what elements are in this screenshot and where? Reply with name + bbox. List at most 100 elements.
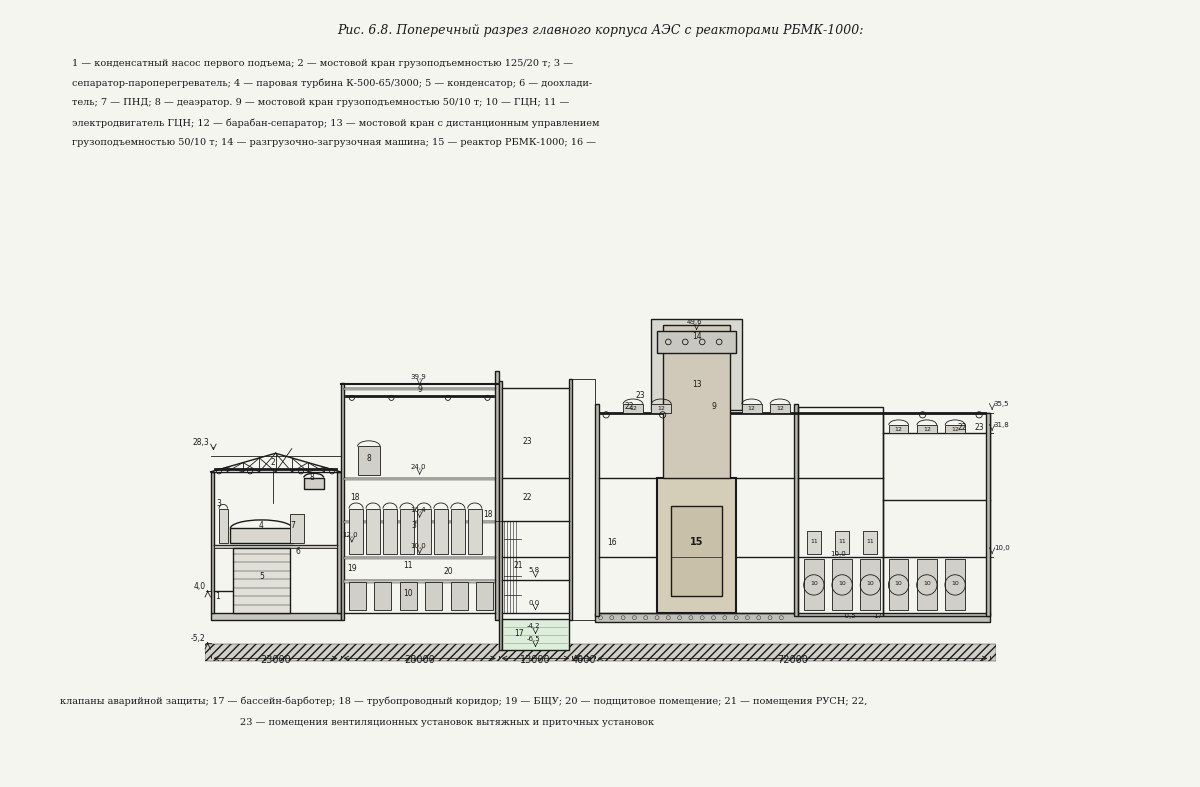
Text: 15: 15 [690,538,703,548]
Bar [496,371,499,620]
Text: 28,3: 28,3 [193,438,210,447]
Bar [794,404,798,616]
Text: -5,2: -5,2 [191,634,205,643]
Text: 10: 10 [923,581,931,586]
Text: 10,0: 10,0 [410,543,426,549]
Bar [383,508,397,554]
Text: 16: 16 [607,538,617,548]
Bar [341,382,344,620]
Text: 11: 11 [839,538,846,544]
Text: 3: 3 [412,522,416,530]
Bar [210,472,214,613]
Bar [304,478,324,489]
Text: 16,4: 16,4 [410,507,426,513]
Bar [502,619,569,650]
Text: 72000: 72000 [778,656,808,666]
Bar [400,508,414,554]
Bar [344,556,496,559]
Text: 10: 10 [895,581,902,586]
Bar [468,508,482,554]
Text: 8: 8 [366,453,371,463]
Text: 23 — помещения вентиляционных установок вытяжных и приточных установок: 23 — помещения вентиляционных установок … [240,718,654,726]
Bar [366,508,380,554]
Text: 23: 23 [635,391,644,401]
Bar [289,514,304,542]
Bar [917,560,937,611]
Text: 5,8: 5,8 [528,567,539,573]
Text: электродвигатель ГЦН; 12 — барабан-сепаратор; 13 — мостовой кран с дистанционным: электродвигатель ГЦН; 12 — барабан-сепар… [72,118,600,127]
Text: 28000: 28000 [404,656,436,666]
Bar [476,582,493,611]
Text: 5: 5 [259,572,264,582]
Bar [344,580,496,582]
Text: 6: 6 [295,547,301,556]
Bar [832,560,852,611]
Text: 0,0: 0,0 [528,600,540,606]
Bar [400,582,416,611]
Text: 9: 9 [712,401,716,411]
Text: клапаны аварийной защиты; 17 — бассейн-барботер; 18 — трубопроводный коридор; 19: клапаны аварийной защиты; 17 — бассейн-б… [60,696,868,706]
Text: тель; 7 — ПНД; 8 — деаэратор. 9 — мостовой кран грузоподъемностью 50/10 т; 10 — : тель; 7 — ПНД; 8 — деаэратор. 9 — мостов… [72,98,569,107]
Bar [344,478,496,480]
Text: 13: 13 [691,380,701,389]
Bar [946,560,965,611]
Bar [416,508,431,554]
Bar [425,582,443,611]
Bar [889,425,908,434]
Bar [883,412,990,616]
Bar [804,560,823,611]
Text: 22: 22 [624,401,634,411]
Bar [742,404,762,412]
Text: 12: 12 [748,406,756,411]
Text: 12: 12 [629,406,637,411]
Text: грузоподъемностью 50/10 т; 14 — разгрузочно-загрузочная машина; 15 — реактор РБМ: грузоподъемностью 50/10 т; 14 — разгрузо… [72,138,596,146]
Bar [233,549,289,613]
Bar [860,560,881,611]
Text: 12: 12 [952,427,959,432]
Text: 12: 12 [895,427,902,432]
Bar [986,412,990,616]
Bar [770,404,790,412]
Text: 1: 1 [215,592,220,601]
Bar [433,508,448,554]
Text: 39,9: 39,9 [410,375,426,380]
Text: сепаратор-пароперегреватель; 4 — паровая турбина К-500-65/3000; 5 — конденсатор;: сепаратор-пароперегреватель; 4 — паровая… [72,79,592,88]
Text: 13000: 13000 [520,656,551,666]
Text: 10: 10 [403,589,413,598]
Text: -6,5: -6,5 [527,637,541,642]
Text: 10: 10 [866,581,875,586]
Bar [806,531,821,554]
Text: 7: 7 [290,522,295,530]
Bar [595,613,990,622]
Bar [595,404,599,616]
Text: 20: 20 [443,567,452,575]
Bar [344,520,496,523]
Text: 4,0: 4,0 [193,582,205,591]
Text: 14: 14 [691,332,701,341]
Text: 17: 17 [514,629,523,637]
Text: 22: 22 [522,493,532,502]
Text: 11: 11 [866,538,875,544]
Bar [205,645,996,661]
Text: 24,0: 24,0 [410,464,426,470]
Bar [658,331,736,353]
Text: 22: 22 [958,423,967,431]
Text: 11: 11 [810,538,817,544]
Bar [835,531,850,554]
Bar [451,508,464,554]
Text: 49,6: 49,6 [688,320,703,325]
Bar [662,325,731,478]
Bar [798,407,883,616]
Bar [220,508,228,542]
Bar [344,388,496,390]
Text: 21: 21 [514,561,523,570]
Text: 12: 12 [923,427,931,432]
Bar [652,404,671,412]
Bar [863,531,877,554]
Text: 4: 4 [259,522,264,530]
Text: 1 — конденсатный насос первого подъема; 2 — мостовой кран грузоподъемностью 125/: 1 — конденсатный насос первого подъема; … [72,59,574,68]
Bar [451,582,468,611]
Bar [499,382,502,650]
Text: 35,5: 35,5 [994,401,1009,407]
Text: 10,0: 10,0 [830,551,846,556]
